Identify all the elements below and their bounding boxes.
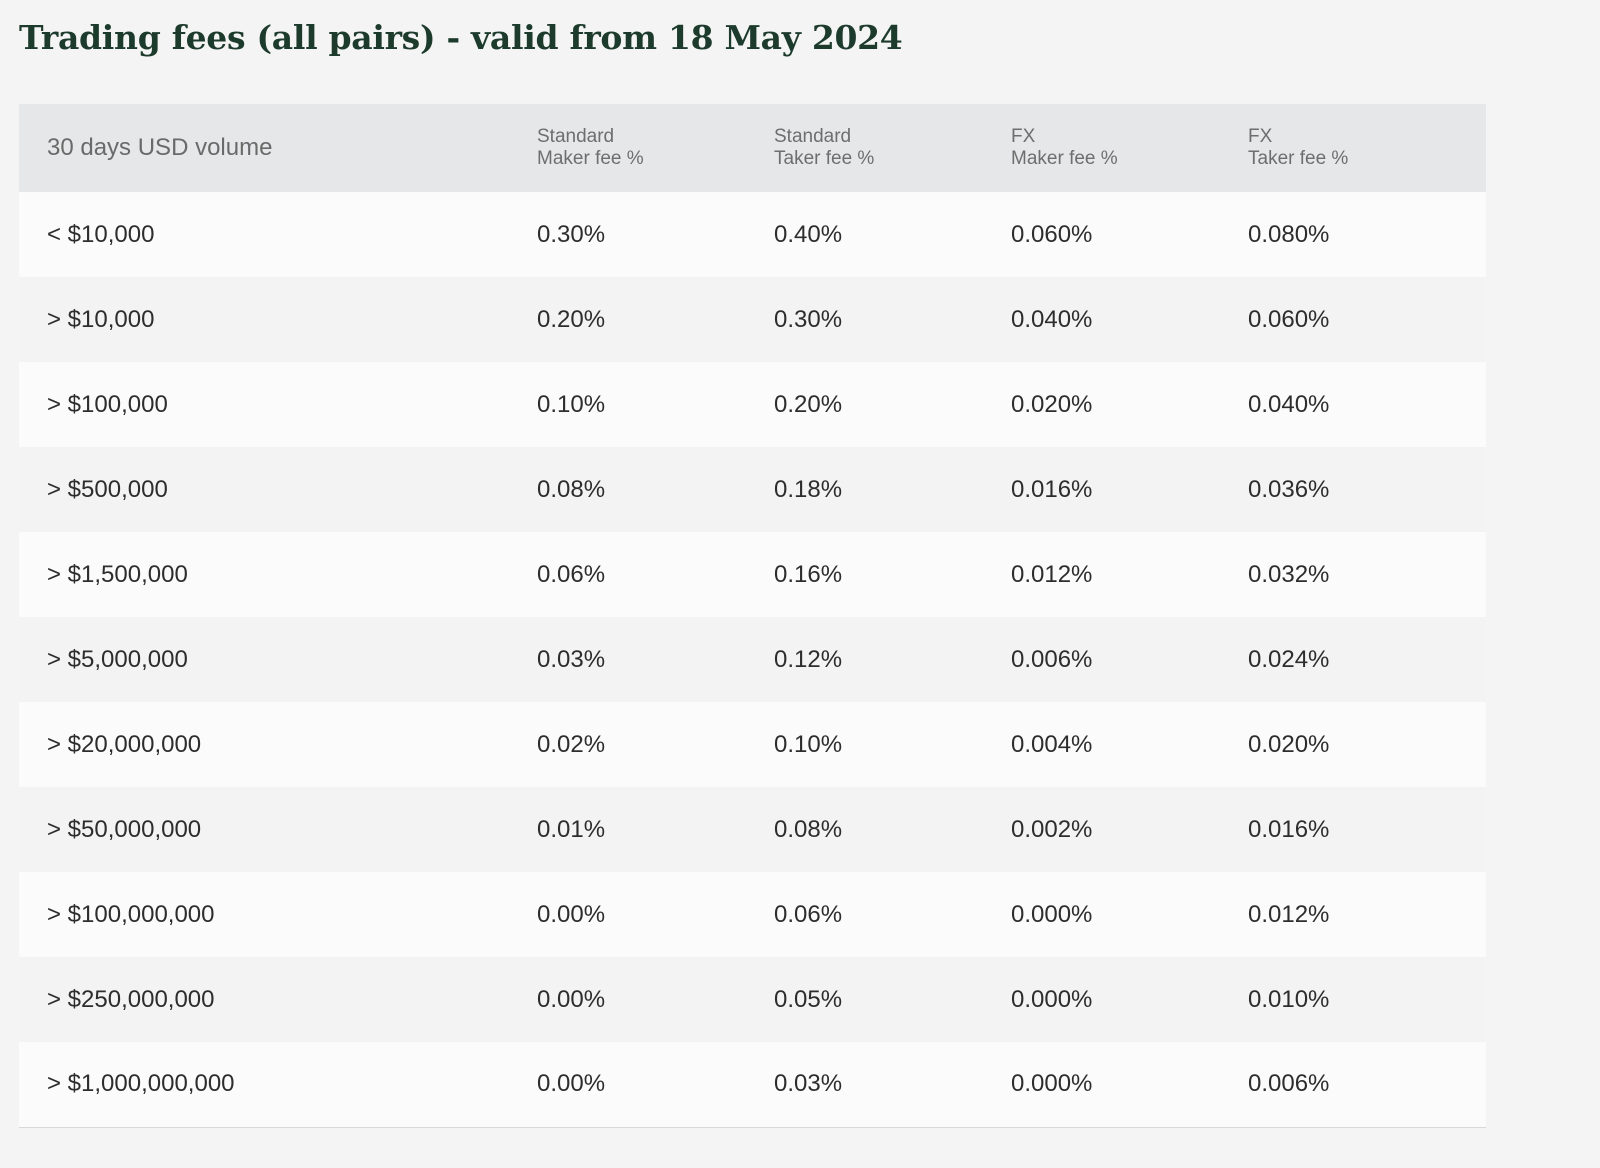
table-row: > $100,000,000 0.00% 0.06% 0.000% 0.012%: [19, 872, 1486, 957]
fx-maker-cell: 0.040%: [1011, 305, 1093, 333]
volume-cell: > $250,000,000: [47, 985, 215, 1013]
table-row: > $5,000,000 0.03% 0.12% 0.006% 0.024%: [19, 617, 1486, 702]
table-body: < $10,000 0.30% 0.40% 0.060% 0.080% > $10,000…: [19, 192, 1486, 1127]
table-row: > $250,000,000 0.00% 0.05% 0.000% 0.010%: [19, 957, 1486, 1042]
header-volume: 30 days USD volume: [47, 134, 273, 161]
table-row: > $100,000 0.10% 0.20% 0.020% 0.040%: [19, 362, 1486, 447]
table-row: < $10,000 0.30% 0.40% 0.060% 0.080%: [19, 192, 1486, 277]
standard-taker-cell: 0.05%: [774, 985, 843, 1013]
fx-taker-cell: 0.080%: [1248, 220, 1330, 248]
fx-taker-cell: 0.010%: [1248, 985, 1330, 1013]
standard-taker-cell: 0.08%: [774, 815, 843, 843]
standard-taker-cell: 0.40%: [774, 220, 843, 248]
table-header-row: 30 days USD volume Standard Maker fee % S…: [19, 104, 1486, 192]
standard-maker-cell: 0.01%: [537, 815, 606, 843]
trading-fees-table: 30 days USD volume Standard Maker fee % S…: [19, 104, 1486, 1128]
volume-cell: > $10,000: [47, 305, 155, 333]
standard-maker-cell: 0.08%: [537, 475, 606, 503]
volume-cell: > $5,000,000: [47, 645, 188, 673]
fx-taker-cell: 0.012%: [1248, 900, 1330, 928]
volume-cell: > $1,500,000: [47, 560, 188, 588]
fx-maker-cell: 0.006%: [1011, 645, 1093, 673]
standard-taker-cell: 0.10%: [774, 730, 843, 758]
header-standard-taker: Standard Taker fee %: [774, 126, 875, 169]
standard-maker-cell: 0.02%: [537, 730, 606, 758]
volume-cell: > $100,000,000: [47, 900, 215, 928]
standard-maker-cell: 0.03%: [537, 645, 606, 673]
standard-maker-cell: 0.00%: [537, 1070, 606, 1098]
standard-taker-cell: 0.03%: [774, 1070, 843, 1098]
fx-taker-cell: 0.040%: [1248, 390, 1330, 418]
fx-maker-cell: 0.016%: [1011, 475, 1093, 503]
table-row: > $50,000,000 0.01% 0.08% 0.002% 0.016%: [19, 787, 1486, 872]
table-row: > $500,000 0.08% 0.18% 0.016% 0.036%: [19, 447, 1486, 532]
table-row: > $10,000 0.20% 0.30% 0.040% 0.060%: [19, 277, 1486, 362]
table-row: > $1,500,000 0.06% 0.16% 0.012% 0.032%: [19, 532, 1486, 617]
standard-taker-cell: 0.30%: [774, 305, 843, 333]
standard-maker-cell: 0.00%: [537, 900, 606, 928]
standard-taker-cell: 0.16%: [774, 560, 843, 588]
header-fx-maker: FX Maker fee %: [1011, 126, 1118, 169]
fx-taker-cell: 0.036%: [1248, 475, 1330, 503]
standard-maker-cell: 0.10%: [537, 390, 606, 418]
table-row: > $20,000,000 0.02% 0.10% 0.004% 0.020%: [19, 702, 1486, 787]
standard-maker-cell: 0.00%: [537, 985, 606, 1013]
fx-taker-cell: 0.020%: [1248, 730, 1330, 758]
standard-taker-cell: 0.18%: [774, 475, 843, 503]
fx-maker-cell: 0.012%: [1011, 560, 1093, 588]
fx-taker-cell: 0.024%: [1248, 645, 1330, 673]
fx-taker-cell: 0.016%: [1248, 815, 1330, 843]
volume-cell: > $100,000: [47, 390, 168, 418]
volume-cell: > $50,000,000: [47, 815, 202, 843]
fx-maker-cell: 0.000%: [1011, 900, 1093, 928]
fx-maker-cell: 0.060%: [1011, 220, 1093, 248]
standard-maker-cell: 0.20%: [537, 305, 606, 333]
fx-maker-cell: 0.004%: [1011, 730, 1093, 758]
page-title: Trading fees (all pairs) - valid from 18…: [19, 18, 903, 57]
fx-maker-cell: 0.000%: [1011, 985, 1093, 1013]
standard-maker-cell: 0.30%: [537, 220, 606, 248]
standard-maker-cell: 0.06%: [537, 560, 606, 588]
fx-taker-cell: 0.032%: [1248, 560, 1330, 588]
fx-maker-cell: 0.020%: [1011, 390, 1093, 418]
volume-cell: > $500,000: [47, 475, 168, 503]
table-row: > $1,000,000,000 0.00% 0.03% 0.000% 0.006%: [19, 1042, 1486, 1127]
header-fx-taker: FX Taker fee %: [1248, 126, 1349, 169]
fx-taker-cell: 0.060%: [1248, 305, 1330, 333]
volume-cell: < $10,000: [47, 220, 155, 248]
standard-taker-cell: 0.12%: [774, 645, 843, 673]
standard-taker-cell: 0.06%: [774, 900, 843, 928]
volume-cell: > $20,000,000: [47, 730, 202, 758]
fx-maker-cell: 0.000%: [1011, 1070, 1093, 1098]
fx-taker-cell: 0.006%: [1248, 1070, 1330, 1098]
header-standard-maker: Standard Maker fee %: [537, 126, 644, 169]
fx-maker-cell: 0.002%: [1011, 815, 1093, 843]
standard-taker-cell: 0.20%: [774, 390, 843, 418]
volume-cell: > $1,000,000,000: [47, 1070, 235, 1098]
